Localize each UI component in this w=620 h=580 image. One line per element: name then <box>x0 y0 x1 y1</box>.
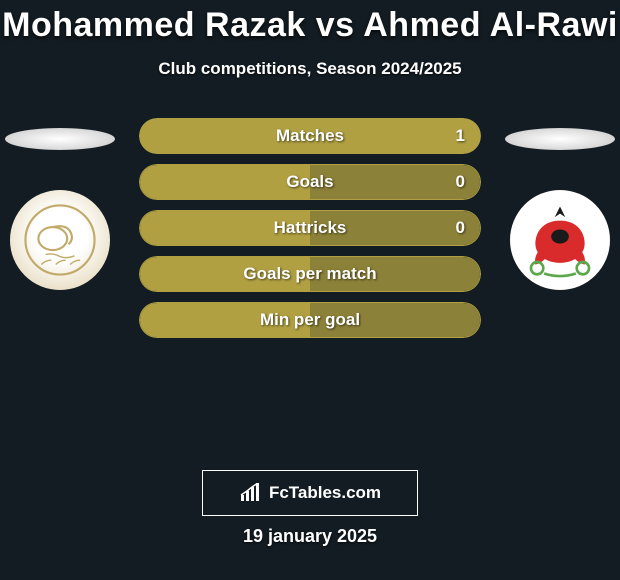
stat-label: Matches <box>276 126 344 146</box>
page-subtitle: Club competitions, Season 2024/2025 <box>0 59 620 79</box>
stats-bars: Matches 1 Goals 0 Hattricks 0 Goals per match M… <box>139 118 481 348</box>
stat-label: Goals per match <box>243 264 376 284</box>
left-score-ellipse <box>5 128 115 150</box>
stat-value: 1 <box>456 126 465 146</box>
left-club-badge <box>10 190 110 290</box>
comparison-card: Mohammed Razak vs Ahmed Al-Rawi Club com… <box>0 0 620 580</box>
stat-row: Hattricks 0 <box>139 210 481 246</box>
al-rayyan-icon <box>516 196 604 284</box>
stat-row: Matches 1 <box>139 118 481 154</box>
watermark-text: FcTables.com <box>269 483 381 503</box>
watermark: FcTables.com <box>202 470 418 516</box>
stat-label: Goals <box>286 172 333 192</box>
stat-fill-left <box>140 165 310 199</box>
right-score-ellipse <box>505 128 615 150</box>
right-club-badge <box>510 190 610 290</box>
stat-value: 0 <box>456 172 465 192</box>
stat-label: Min per goal <box>260 310 360 330</box>
stat-row: Goals 0 <box>139 164 481 200</box>
left-column <box>0 128 120 290</box>
page-title: Mohammed Razak vs Ahmed Al-Rawi <box>0 0 620 45</box>
chart-icon <box>239 483 263 503</box>
stat-row: Goals per match <box>139 256 481 292</box>
stat-value: 0 <box>456 218 465 238</box>
footer-date: 19 january 2025 <box>0 526 620 547</box>
stat-label: Hattricks <box>274 218 347 238</box>
right-column <box>500 128 620 290</box>
stat-row: Min per goal <box>139 302 481 338</box>
al-khor-icon <box>24 204 96 276</box>
stat-fill-right <box>310 165 480 199</box>
